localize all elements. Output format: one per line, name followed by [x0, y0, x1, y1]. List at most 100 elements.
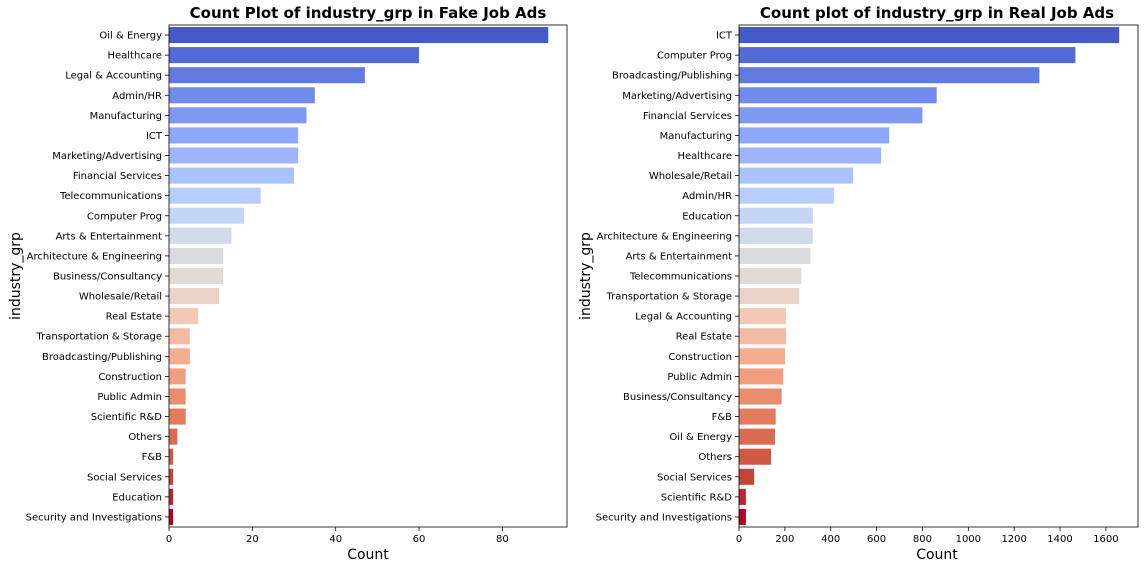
category-label-financial-services: Financial Services — [73, 171, 162, 182]
plot-frame — [168, 24, 568, 528]
category-label-construction: Construction — [98, 372, 162, 383]
bar-education — [169, 488, 174, 505]
bar-others — [169, 428, 178, 445]
bar-arts-entertainment — [169, 227, 232, 244]
x-tick-label: 0 — [166, 534, 172, 545]
category-label-business-consultancy: Business/Consultancy — [53, 272, 162, 283]
bar-architecture-engineering — [739, 227, 813, 244]
category-label-arts-entertainment: Arts & Entertainment — [56, 231, 162, 242]
category-label-social-services: Social Services — [657, 472, 732, 483]
bar-real-estate — [739, 328, 787, 345]
bar-group — [169, 27, 549, 525]
x-tick-labels: 0 200 400 600 800 1000 1200 1400 1600 — [736, 527, 1119, 545]
real-job-ads-chart: Count plot of industry_grp in Real Job A… — [578, 4, 1139, 563]
bar-wholesale-retail — [169, 288, 220, 305]
bar-scientific-r-d — [739, 488, 746, 505]
category-label-computer-prog: Computer Prog — [87, 211, 162, 222]
plot-frame — [738, 24, 1139, 528]
bar-legal-accounting — [169, 67, 365, 84]
category-label-real-estate: Real Estate — [106, 312, 162, 323]
category-label-telecommunications: Telecommunications — [59, 191, 162, 202]
bar-public-admin — [739, 368, 784, 385]
category-label-marketing-advertising: Marketing/Advertising — [622, 91, 732, 102]
category-label-legal-accounting: Legal & Accounting — [65, 71, 162, 82]
category-label-education: Education — [112, 492, 162, 503]
x-tick-label: 0 — [736, 534, 742, 545]
category-label-f-b: F&B — [142, 452, 163, 463]
category-label-construction: Construction — [668, 352, 732, 363]
category-label-education: Education — [682, 211, 732, 222]
x-tick-label: 600 — [867, 534, 886, 545]
bar-social-services — [739, 468, 755, 485]
category-label-ict: ICT — [146, 131, 163, 142]
category-label-broadcasting-publishing: Broadcasting/Publishing — [612, 71, 732, 82]
category-label-healthcare: Healthcare — [677, 151, 732, 162]
bar-oil-energy — [169, 27, 549, 44]
category-label-security-and-investigations: Security and Investigations — [26, 512, 162, 523]
x-tick-label: 1000 — [956, 534, 981, 545]
category-label-wholesale-retail: Wholesale/Retail — [79, 292, 162, 303]
category-label-financial-services: Financial Services — [643, 111, 732, 122]
bar-scientific-r-d — [169, 408, 186, 425]
category-label-architecture-engineering: Architecture & Engineering — [27, 251, 162, 262]
category-label-admin-hr: Admin/HR — [682, 191, 732, 202]
category-label-f-b: F&B — [712, 412, 733, 423]
chart-title: Count plot of industry_grp in Real Job A… — [760, 4, 1114, 22]
bar-real-estate — [169, 308, 199, 325]
bar-security-and-investigations — [739, 508, 746, 525]
bar-admin-hr — [739, 187, 834, 204]
bar-others — [739, 448, 772, 465]
fake-job-ads-chart: Count Plot of industry_grp in Fake Job A… — [8, 4, 568, 563]
bar-education — [739, 207, 813, 224]
category-label-social-services: Social Services — [87, 472, 162, 483]
category-label-manufacturing: Manufacturing — [660, 131, 732, 142]
x-tick-label: 400 — [821, 534, 840, 545]
bar-telecommunications — [739, 267, 802, 285]
category-label-marketing-advertising: Marketing/Advertising — [52, 151, 162, 162]
bar-construction — [739, 348, 786, 365]
x-tick-label: 200 — [775, 534, 794, 545]
bar-construction — [169, 368, 186, 385]
bar-manufacturing — [739, 127, 890, 144]
bar-architecture-engineering — [169, 247, 224, 264]
bar-wholesale-retail — [739, 167, 854, 184]
category-label-architecture-engineering: Architecture & Engineering — [597, 231, 732, 242]
category-label-telecommunications: Telecommunications — [629, 272, 732, 283]
bar-f-b — [169, 448, 174, 465]
x-tick-labels: 0 20 40 60 80 — [166, 527, 509, 545]
category-label-others: Others — [128, 432, 162, 443]
category-label-transportation-storage: Transportation & Storage — [606, 292, 733, 303]
category-label-oil-energy: Oil & Energy — [99, 31, 162, 42]
bar-computer-prog — [169, 207, 245, 224]
bar-admin-hr — [169, 87, 315, 104]
category-label-computer-prog: Computer Prog — [657, 51, 732, 62]
x-tick-label: 20 — [246, 534, 259, 545]
category-label-scientific-r-d: Scientific R&D — [91, 412, 163, 423]
bar-computer-prog — [739, 47, 1076, 64]
category-label-manufacturing: Manufacturing — [90, 111, 162, 122]
x-axis-label: Count — [916, 547, 958, 563]
x-tick-label: 800 — [913, 534, 932, 545]
bar-legal-accounting — [739, 308, 787, 325]
category-label-legal-accounting: Legal & Accounting — [635, 312, 732, 323]
x-tick-label: 40 — [329, 534, 342, 545]
category-label-others: Others — [698, 452, 732, 463]
bar-f-b — [739, 408, 776, 425]
bar-financial-services — [739, 107, 923, 124]
bar-group — [739, 27, 1120, 525]
category-labels: Oil & Energy Healthcare Legal & Accounting… — [26, 31, 169, 523]
category-label-business-consultancy: Business/Consultancy — [623, 392, 732, 403]
chart-title: Count Plot of industry_grp in Fake Job A… — [190, 4, 547, 22]
bar-manufacturing — [169, 107, 307, 124]
bar-transportation-storage — [739, 288, 800, 305]
bar-public-admin — [169, 388, 186, 405]
category-label-arts-entertainment: Arts & Entertainment — [626, 251, 732, 262]
bar-marketing-advertising — [739, 87, 937, 104]
x-tick-label: 1400 — [1047, 534, 1072, 545]
category-label-real-estate: Real Estate — [676, 332, 732, 343]
category-label-healthcare: Healthcare — [107, 51, 162, 62]
bar-broadcasting-publishing — [739, 67, 1040, 84]
y-axis-label: industry_grp — [578, 232, 594, 320]
category-label-scientific-r-d: Scientific R&D — [661, 492, 733, 503]
x-axis-label: Count — [347, 547, 389, 563]
